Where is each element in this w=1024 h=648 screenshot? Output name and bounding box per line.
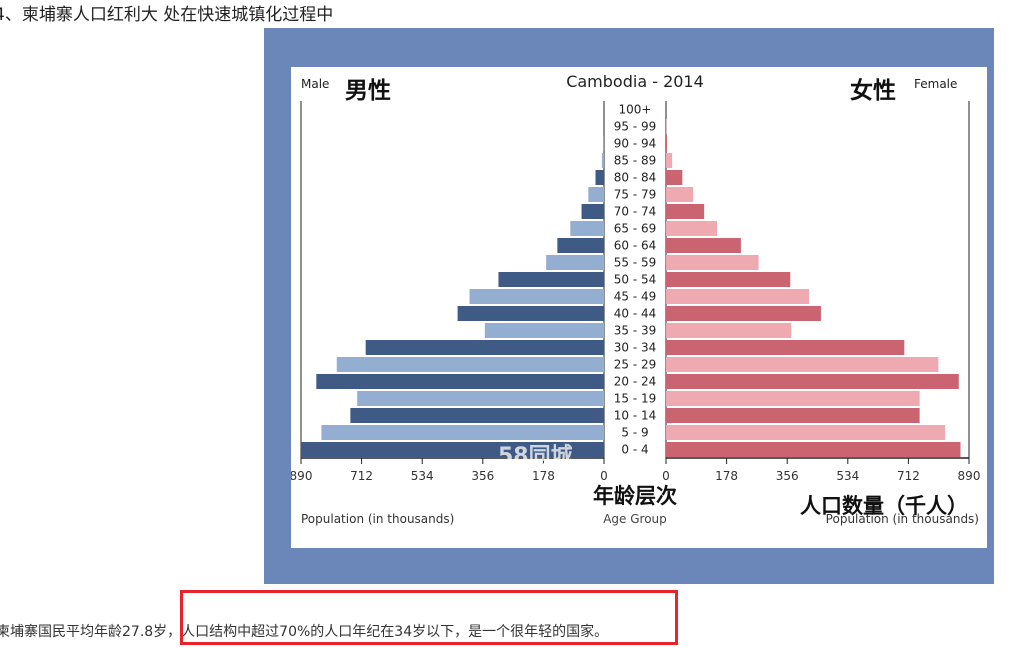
female-label-en: Female bbox=[914, 77, 957, 91]
male-bar bbox=[484, 323, 604, 338]
male-bar bbox=[357, 391, 604, 406]
male-bar bbox=[546, 255, 604, 270]
male-bar bbox=[588, 187, 604, 202]
age-group-label: 70 - 74 bbox=[614, 205, 657, 219]
age-group-label: 50 - 54 bbox=[614, 273, 657, 287]
female-bar bbox=[666, 391, 920, 406]
female-bar bbox=[666, 153, 673, 168]
age-group-label: 15 - 19 bbox=[614, 392, 657, 406]
male-bar bbox=[601, 153, 604, 168]
male-x-tick-label: 712 bbox=[350, 469, 373, 483]
female-x-tick-label: 712 bbox=[897, 469, 920, 483]
plot-area: 100+ 95 - 99 90 - 94 85 - 89 80 - 84 75 - 79 7… bbox=[291, 101, 980, 483]
female-bar bbox=[666, 238, 741, 253]
chart-title: Cambodia - 2014 bbox=[566, 72, 704, 91]
male-bar bbox=[301, 442, 604, 457]
age-group-label: 95 - 99 bbox=[614, 120, 657, 134]
male-bar bbox=[321, 425, 604, 440]
summary-paragraph: 柬埔寨国民平均年龄27.8岁，人口结构中超过70%的人口年纪在34岁以下，是一个… bbox=[0, 621, 608, 641]
highlight-box bbox=[180, 590, 678, 645]
center-label-en: Age Group bbox=[603, 512, 667, 526]
female-bar bbox=[666, 408, 920, 423]
male-x-tick-label: 534 bbox=[411, 469, 434, 483]
x-axis-label-right-zh: 人口数量（千人） bbox=[800, 494, 968, 518]
age-group-label: 5 - 9 bbox=[621, 426, 648, 440]
female-bar bbox=[666, 306, 821, 321]
male-bar bbox=[557, 238, 604, 253]
female-bar bbox=[666, 187, 694, 202]
age-group-label: 85 - 89 bbox=[614, 154, 657, 168]
female-x-tick-label: 356 bbox=[776, 469, 799, 483]
male-bar bbox=[595, 170, 604, 185]
center-label-zh: 年龄层次 bbox=[593, 484, 677, 508]
female-label-zh: 女性 bbox=[850, 77, 896, 104]
female-bar bbox=[666, 204, 705, 219]
male-bar bbox=[336, 357, 604, 372]
article-heading: 4、柬埔寨人口红利大 处在快速城镇化过程中 bbox=[0, 5, 334, 25]
age-group-label: 35 - 39 bbox=[614, 324, 657, 338]
male-label-en: Male bbox=[301, 77, 329, 91]
female-bar bbox=[666, 255, 759, 270]
age-group-label: 30 - 34 bbox=[614, 341, 657, 355]
female-bar bbox=[666, 374, 959, 389]
population-pyramid-panel: Cambodia - 2014 Male 男性 女性 Female 100+ 95… bbox=[291, 67, 987, 548]
age-group-label: 65 - 69 bbox=[614, 222, 657, 236]
female-x-tick-label: 178 bbox=[715, 469, 738, 483]
female-bar bbox=[666, 170, 683, 185]
paragraph-lead: 柬埔寨国民平均年龄27.8岁 bbox=[0, 624, 168, 640]
age-group-label: 25 - 29 bbox=[614, 358, 657, 372]
female-bar bbox=[666, 323, 792, 338]
age-group-label: 75 - 79 bbox=[614, 188, 657, 202]
female-bar bbox=[666, 425, 946, 440]
age-group-label: 60 - 64 bbox=[614, 239, 657, 253]
male-label-zh: 男性 bbox=[345, 78, 391, 104]
female-x-tick-label: 890 bbox=[958, 469, 981, 483]
female-x-tick-label: 0 bbox=[662, 469, 670, 483]
paragraph-highlight-text: ，人口结构中超过70%的人口年纪在34岁以下，是一个很年轻的国家。 bbox=[167, 624, 609, 640]
male-x-tick-label: 0 bbox=[600, 469, 608, 483]
x-axis-label-left: Population (in thousands) bbox=[301, 512, 454, 526]
female-bar bbox=[666, 340, 905, 355]
male-bar bbox=[350, 408, 604, 423]
male-bar bbox=[365, 340, 604, 355]
age-group-label: 0 - 4 bbox=[621, 443, 648, 457]
x-axis-label-right: Population (in thousands) bbox=[826, 512, 979, 526]
age-group-label: 20 - 24 bbox=[614, 375, 657, 389]
male-x-tick-label: 178 bbox=[532, 469, 555, 483]
female-bar bbox=[666, 272, 791, 287]
age-group-label: 45 - 49 bbox=[614, 290, 657, 304]
female-bar bbox=[666, 221, 718, 236]
female-bar bbox=[666, 357, 939, 372]
male-bar bbox=[469, 289, 604, 304]
age-group-label: 80 - 84 bbox=[614, 171, 657, 185]
female-bar bbox=[666, 289, 809, 304]
male-bar bbox=[581, 204, 604, 219]
female-bar bbox=[666, 136, 668, 151]
male-x-tick-label: 356 bbox=[471, 469, 494, 483]
age-group-label: 10 - 14 bbox=[614, 409, 657, 423]
male-bar bbox=[316, 374, 604, 389]
male-bar bbox=[570, 221, 604, 236]
population-pyramid-chart: Cambodia - 2014 Male 男性 女性 Female 100+ 95… bbox=[291, 72, 980, 526]
watermark: 58同城 bbox=[498, 443, 573, 469]
age-group-label: 100+ bbox=[619, 103, 652, 117]
male-bar bbox=[457, 306, 604, 321]
male-bar bbox=[498, 272, 604, 287]
age-group-label: 55 - 59 bbox=[614, 256, 657, 270]
age-group-label: 40 - 44 bbox=[614, 307, 657, 321]
age-group-label: 90 - 94 bbox=[614, 137, 657, 151]
male-x-tick-label: 890 bbox=[291, 469, 312, 483]
female-bar bbox=[666, 442, 961, 457]
female-x-tick-label: 534 bbox=[836, 469, 859, 483]
